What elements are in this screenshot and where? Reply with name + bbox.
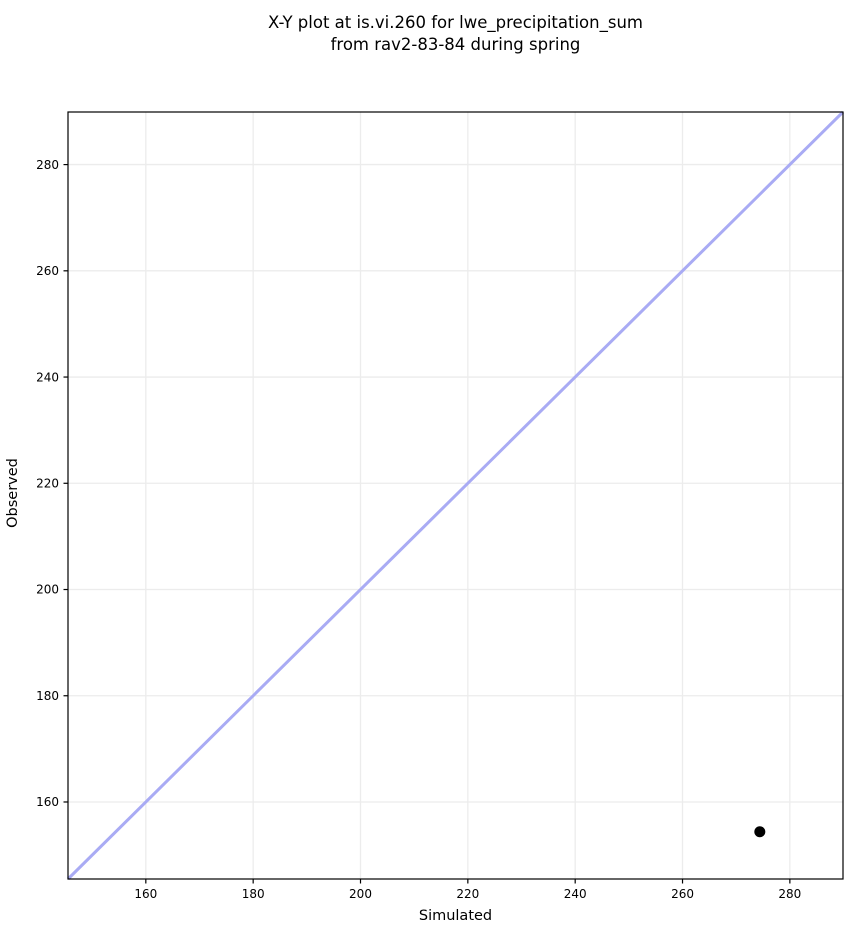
y-tick-label: 240 — [36, 370, 59, 384]
x-tick-label: 220 — [456, 887, 479, 901]
y-tick-label: 200 — [36, 583, 59, 597]
data-point — [754, 826, 766, 838]
x-tick-label: 200 — [349, 887, 372, 901]
y-axis-ticks: 160 180 200 220 240 260 280 — [36, 158, 68, 809]
x-tick-label: 240 — [564, 887, 587, 901]
gridlines — [68, 112, 843, 879]
identity-line — [66, 110, 845, 881]
y-tick-label: 280 — [36, 158, 59, 172]
y-tick-label: 260 — [36, 264, 59, 278]
chart-title-line-1: X-Y plot at is.vi.260 for lwe_precipitat… — [268, 13, 643, 33]
x-tick-label: 180 — [242, 887, 265, 901]
x-tick-label: 280 — [778, 887, 801, 901]
y-tick-label: 160 — [36, 795, 59, 809]
x-tick-label: 260 — [671, 887, 694, 901]
x-axis-label: Simulated — [419, 908, 492, 924]
y-axis-label: Observed — [5, 458, 21, 528]
scatter-points — [754, 826, 766, 838]
y-tick-label: 180 — [36, 689, 59, 703]
x-tick-label: 160 — [134, 887, 157, 901]
chart-title-line-2: from rav2-83-84 during spring — [331, 35, 581, 54]
x-axis-ticks: 160 180 200 220 240 260 280 — [134, 879, 801, 901]
y-tick-label: 220 — [36, 476, 59, 490]
plot-border — [67, 111, 844, 880]
